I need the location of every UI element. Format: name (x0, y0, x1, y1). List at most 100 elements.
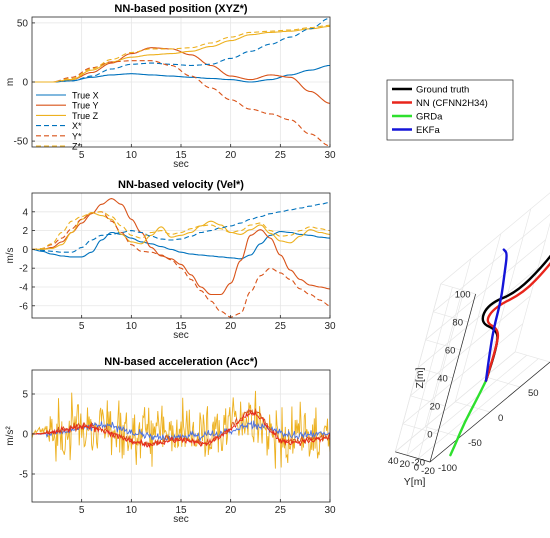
series-line-0 (32, 230, 330, 260)
legend-label: True Z (72, 111, 99, 121)
grid-line-x (424, 258, 472, 427)
x-tick-label: 20 (225, 505, 237, 516)
series-line-4 (32, 211, 330, 318)
chart-title: NN-based velocity (Vel*) (118, 179, 244, 191)
grid-line-x (514, 222, 550, 352)
grid-line-y (418, 358, 539, 459)
axis-edge (429, 293, 476, 463)
z-tick-label: 100 (455, 290, 471, 301)
grid-line-x (485, 376, 521, 388)
z-tick-label: 0 (427, 430, 432, 441)
grid-line-y (406, 354, 528, 456)
y-tick-label: -50 (14, 137, 29, 148)
legend-label: Y* (72, 131, 82, 141)
z-tick-label: 40 (437, 374, 448, 385)
grid-line-y (394, 351, 516, 453)
legend-label: NN (CFNN2H34) (416, 98, 488, 109)
x-tick-label: 15 (175, 321, 187, 332)
z-tick-label: -20 (411, 458, 425, 469)
trajectory-3d-chart: -20020406080100-100-50050100-2002040Z[m]… (386, 79, 550, 488)
y-tick-label: 2 (22, 226, 28, 237)
y-tick-label: -2 (19, 264, 28, 275)
series-line-3 (32, 201, 330, 253)
x-tick-label: 5 (79, 321, 85, 332)
z-tick-label: 60 (445, 346, 456, 357)
y-tick-label: 4 (22, 207, 28, 218)
y-tick-label: -6 (19, 301, 28, 312)
series-group (32, 390, 330, 469)
grid-line-z (417, 367, 453, 379)
y-tick-label: 50 (17, 18, 29, 29)
x-tick-label: 25 (275, 505, 287, 516)
axis-edge (395, 451, 431, 463)
grid-line-z (425, 339, 461, 351)
grid-line-z (432, 214, 550, 313)
grid-line-z (433, 311, 469, 323)
grid-line-z (440, 192, 550, 285)
grid-line-y (394, 283, 442, 452)
grid-line-y (406, 287, 453, 456)
x-tick-label: 5 (79, 505, 85, 516)
series-line-2 (32, 212, 330, 250)
trajectory-2 (449, 379, 488, 457)
chart-title: NN-based acceleration (Acc*) (104, 356, 258, 368)
position-chart: 5 10 15 20 25 30 -50 0 50 NN-based position (XYZ*… (5, 3, 336, 170)
legend-label: X* (72, 121, 82, 131)
y-tick-label: -5 (19, 470, 28, 481)
x-axis-label: sec (173, 330, 189, 341)
series-line-1 (32, 47, 330, 104)
y-tick-label: -20 (421, 466, 435, 477)
y-tick-label: 0 (22, 430, 28, 441)
velocity-chart: 5 10 15 20 25 30 -6 -4 -2 0 2 4 NN-based velocity (V… (5, 179, 336, 341)
x-tick-label: 25 (275, 150, 287, 161)
series-line-3 (32, 17, 330, 83)
grid-line-x (425, 426, 461, 438)
grid-line-x (515, 351, 550, 363)
acceleration-chart: 5 10 15 20 25 30 -5 0 5 NN-based acceleration (Ac… (5, 356, 336, 525)
x-tick-label: 15 (175, 150, 187, 161)
x-tick-label: 50 (528, 388, 539, 399)
x-tick-label: 10 (126, 150, 138, 161)
y-tick-label: 40 (388, 456, 399, 467)
x-tick-label: -50 (468, 438, 482, 449)
grid-line-z (402, 423, 438, 435)
x-tick-label: 20 (225, 321, 237, 332)
trajectory-1 (484, 261, 550, 382)
y-tick-label: 0 (22, 245, 28, 256)
y-tick-label: 0 (414, 463, 419, 474)
legend-label: True Y (72, 101, 99, 111)
axis-edge (429, 361, 550, 463)
legend-label: GRDa (416, 112, 443, 123)
grid-line-y (418, 290, 465, 459)
grid-line-x (484, 208, 532, 377)
x-tick-label: 30 (324, 505, 336, 516)
x-tick-label: 0 (498, 413, 503, 424)
legend-label: Ground truth (416, 85, 469, 96)
y-axis-label: m (5, 78, 16, 86)
series-line-4 (32, 60, 330, 147)
x-tick-label: 10 (126, 505, 138, 516)
x-tick-label: 10 (126, 321, 138, 332)
x-tick-label: 25 (275, 321, 287, 332)
grid-line-z (410, 395, 446, 407)
x-tick-label: -100 (438, 463, 457, 474)
series-line-5 (32, 211, 330, 250)
x-axis-label: sec (173, 159, 189, 170)
series-line-5 (32, 24, 330, 83)
legend-label: EKFa (416, 125, 440, 136)
series-line-2 (32, 25, 330, 83)
z-axis-label: Z[m] (414, 367, 426, 388)
series-line-0 (32, 390, 330, 469)
y-tick-label: 5 (22, 390, 28, 401)
x-tick-label: 5 (79, 150, 85, 161)
series-line-1 (32, 198, 330, 296)
legend-label: True X (72, 91, 99, 101)
x-tick-label: 15 (175, 505, 187, 516)
x-tick-label: 30 (324, 321, 336, 332)
x-axis-label: sec (173, 514, 189, 525)
z-tick-label: 80 (452, 318, 463, 329)
x-tick-label: 30 (324, 150, 336, 161)
legend-label: Z* (72, 142, 81, 152)
grid-line-x (454, 233, 502, 402)
